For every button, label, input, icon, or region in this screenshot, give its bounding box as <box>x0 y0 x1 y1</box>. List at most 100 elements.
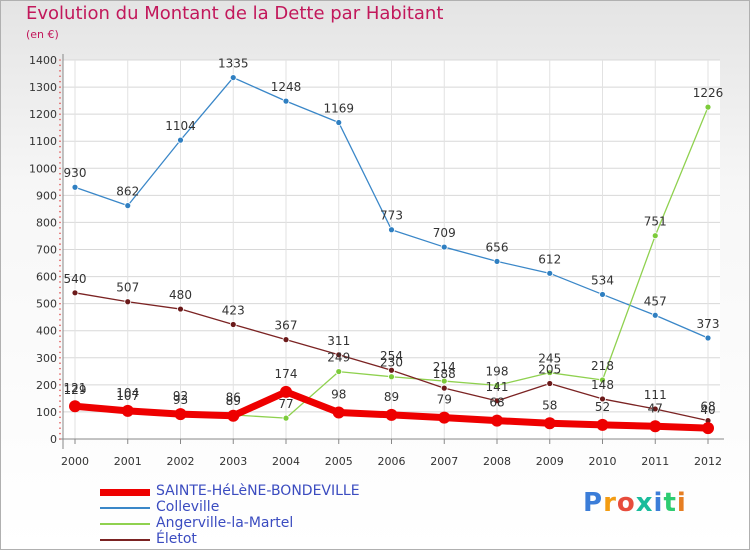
data-label--letot: 205 <box>538 363 561 377</box>
x-tick-label: 2009 <box>536 455 564 468</box>
data-point--letot <box>599 395 606 403</box>
y-minor-tick <box>59 367 61 370</box>
y-tick-label: 100 <box>36 406 57 419</box>
y-minor-tick <box>59 237 61 240</box>
logo-letter: r <box>603 488 617 518</box>
legend-label: Életot <box>156 531 197 547</box>
axis-layer: 0 100 200 300 400 500 600 700 800 900 1000 1100 1200… <box>29 54 724 468</box>
series-layer <box>69 74 714 435</box>
y-minor-tick <box>59 286 61 289</box>
data-label-colleville: 1248 <box>271 80 302 94</box>
y-minor-tick <box>59 308 61 310</box>
y-minor-tick <box>59 432 61 435</box>
data-point-angerville-la-martel <box>493 381 501 389</box>
data-label-sainte-h-l-ne-bondeville: 47 <box>648 401 663 415</box>
data-point--letot <box>177 305 184 313</box>
y-minor-tick <box>59 324 61 327</box>
y-minor-tick <box>59 248 61 251</box>
data-point-colleville <box>229 74 237 81</box>
data-label-angerville-la-martel: 1226 <box>693 86 724 100</box>
data-label-angerville-la-martel: 77 <box>278 397 293 411</box>
legend-label: Colleville <box>156 499 220 515</box>
data-label-sainte-h-l-ne-bondeville: 98 <box>331 387 346 401</box>
data-point-angerville-la-martel <box>599 376 606 384</box>
y-minor-tick <box>59 70 61 72</box>
y-minor-tick <box>59 135 61 137</box>
y-minor-tick <box>59 243 61 245</box>
y-minor-tick <box>59 118 61 121</box>
data-label-sainte-h-l-ne-bondeville: 40 <box>700 403 715 417</box>
y-minor-tick <box>59 302 61 305</box>
data-point-sainte-h-l-ne-bondeville <box>121 404 134 417</box>
data-point-sainte-h-l-ne-bondeville <box>227 409 240 422</box>
y-minor-tick <box>59 75 61 78</box>
data-point-sainte-h-l-ne-bondeville <box>280 385 292 398</box>
chart-title: Evolution du Montant de la Dette par Hab… <box>26 3 444 24</box>
data-label-sainte-h-l-ne-bondeville: 52 <box>595 400 610 414</box>
y-minor-tick <box>59 140 61 143</box>
logo-letter: t <box>663 488 677 518</box>
data-point-colleville <box>282 97 290 105</box>
data-label-colleville: 773 <box>380 209 403 223</box>
legend-swatch <box>100 488 150 496</box>
data-point-angerville-la-martel <box>704 103 712 111</box>
y-minor-tick <box>59 421 61 424</box>
y-minor-tick <box>59 400 61 402</box>
y-minor-tick <box>59 145 61 148</box>
data-point-sainte-h-l-ne-bondeville <box>332 406 345 419</box>
y-tick-label: 200 <box>36 379 57 392</box>
y-minor-tick <box>59 264 61 267</box>
data-label--letot: 254 <box>380 349 403 363</box>
y-minor-tick <box>59 384 61 386</box>
label-layer: 930 862 1104 1335 1248 1169 773 709 656 612 534 457… <box>64 57 724 418</box>
y-minor-tick <box>59 210 61 213</box>
y-tick-label: 400 <box>36 325 57 338</box>
y-minor-tick <box>59 183 61 186</box>
legend-label: SAINTE-HéLèNE-BONDEVILLE <box>156 483 360 499</box>
y-minor-tick <box>59 329 61 332</box>
data-label-angerville-la-martel: 89 <box>226 394 241 408</box>
y-minor-tick <box>59 346 61 348</box>
logo-letter: x <box>635 488 654 518</box>
y-minor-tick <box>59 80 61 83</box>
data-label-angerville-la-martel: 129 <box>64 383 87 397</box>
data-label-sainte-h-l-ne-bondeville: 92 <box>173 389 188 403</box>
data-point-sainte-h-l-ne-bondeville <box>543 417 556 430</box>
data-point--letot <box>388 366 395 374</box>
data-label-sainte-h-l-ne-bondeville: 104 <box>116 386 139 400</box>
data-label-angerville-la-martel: 93 <box>173 393 188 407</box>
data-label-colleville: 612 <box>538 252 561 266</box>
y-minor-tick <box>59 59 61 61</box>
logo-letter: o <box>616 488 636 518</box>
data-point-colleville <box>704 334 712 342</box>
data-label--letot: 423 <box>222 303 245 317</box>
data-label-colleville: 457 <box>644 294 667 308</box>
data-point-angerville-la-martel <box>546 369 554 377</box>
data-label-angerville-la-martel: 107 <box>116 389 139 403</box>
x-tick-label: 2011 <box>641 455 669 468</box>
x-tick-label: 2001 <box>114 455 142 468</box>
data-label--letot: 148 <box>591 378 614 392</box>
data-label--letot: 111 <box>644 388 667 402</box>
data-label-sainte-h-l-ne-bondeville: 68 <box>489 396 504 410</box>
data-point-sainte-h-l-ne-bondeville <box>69 400 81 413</box>
y-minor-tick <box>59 91 61 94</box>
y-minor-tick <box>59 394 61 397</box>
y-minor-tick <box>59 373 61 375</box>
data-point-colleville <box>440 243 448 251</box>
y-minor-tick <box>59 254 61 256</box>
data-point-angerville-la-martel <box>282 414 290 422</box>
y-tick-label: 1300 <box>29 81 57 94</box>
y-tick-label: 1100 <box>29 135 57 148</box>
data-label-colleville: 1104 <box>165 119 196 133</box>
grid-layer <box>63 59 720 440</box>
data-point--letot <box>124 298 132 306</box>
data-point-sainte-h-l-ne-bondeville <box>702 422 714 435</box>
data-label-sainte-h-l-ne-bondeville: 89 <box>384 390 399 404</box>
data-point-angerville-la-martel <box>440 377 448 385</box>
data-label-angerville-la-martel: 249 <box>327 351 350 365</box>
y-minor-tick <box>59 205 61 207</box>
y-minor-tick <box>59 124 61 126</box>
data-point--letot <box>71 289 79 297</box>
